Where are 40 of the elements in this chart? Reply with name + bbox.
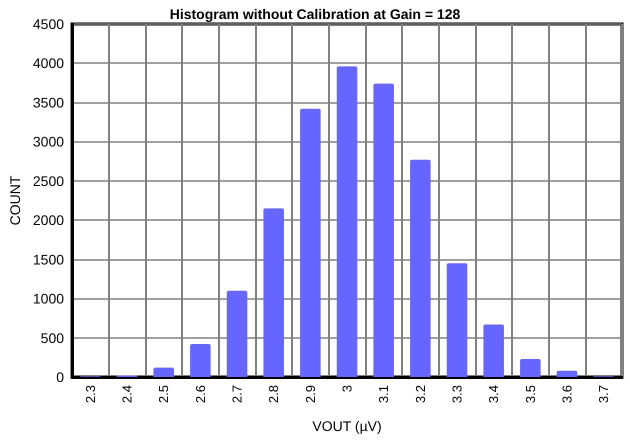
x-tick-label: 3.7 xyxy=(596,385,612,404)
y-tick-label: 2000 xyxy=(32,212,64,228)
y-tick-label: 3000 xyxy=(32,134,64,150)
y-tick-label: 4000 xyxy=(32,55,64,72)
x-axis-title: VOUT (µV) xyxy=(312,418,382,434)
bar xyxy=(483,324,504,377)
x-tick-label: 2.4 xyxy=(120,385,135,404)
bar xyxy=(190,344,211,377)
x-tick-label: 3.1 xyxy=(376,385,392,404)
x-tick-label: 2.9 xyxy=(302,385,318,404)
x-tick-label: 2.6 xyxy=(192,385,208,404)
y-tick-label: 2500 xyxy=(32,172,64,189)
bar xyxy=(446,263,468,377)
bar xyxy=(153,368,174,377)
x-tick-label: 2.8 xyxy=(266,385,282,404)
x-tick-label: 3.4 xyxy=(486,385,502,404)
bar xyxy=(263,208,284,377)
bar xyxy=(410,160,431,377)
y-axis-title: COUNT xyxy=(7,175,23,226)
bar xyxy=(373,84,394,377)
y-tick-label: 500 xyxy=(40,330,64,346)
bar xyxy=(556,370,578,377)
y-tick-label: 3500 xyxy=(32,94,64,110)
x-tick-label: 2.5 xyxy=(156,385,172,404)
x-tick-label: 3.6 xyxy=(560,385,575,404)
bar xyxy=(226,290,248,377)
x-tick-label: 3.3 xyxy=(450,385,465,404)
chart-title: Histogram without Calibration at Gain = 128 xyxy=(170,6,460,22)
y-tick-label: 1000 xyxy=(32,290,64,307)
y-tick-label: 4500 xyxy=(32,16,64,32)
bar xyxy=(520,358,541,377)
y-tick-label: 1500 xyxy=(32,251,64,268)
bar xyxy=(336,66,358,377)
x-tick-label: 3.5 xyxy=(522,385,538,404)
x-tick-label: 2.7 xyxy=(230,385,245,404)
x-tick-label: 3.2 xyxy=(412,385,428,404)
x-tick-label: 3 xyxy=(340,385,355,392)
y-tick-label: 0 xyxy=(56,369,64,385)
bar xyxy=(300,108,321,377)
x-tick-label: 2.3 xyxy=(82,385,98,404)
